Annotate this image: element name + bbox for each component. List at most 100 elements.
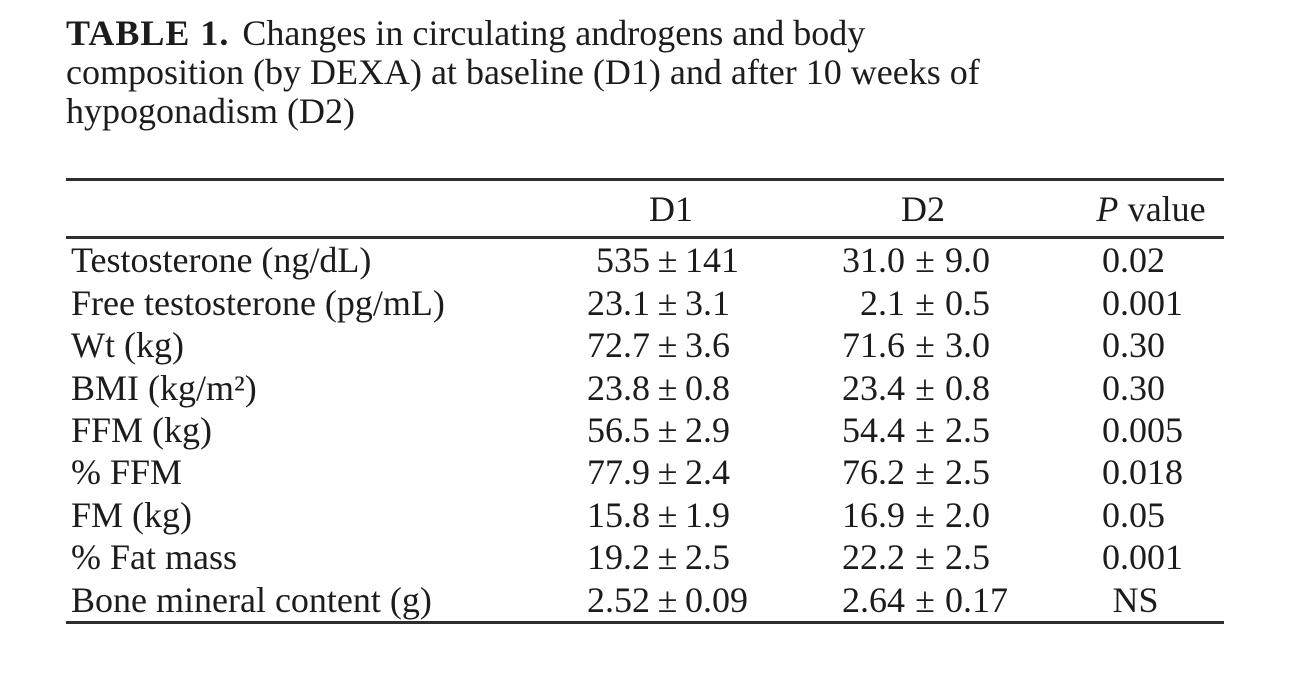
d2-cell: 2.1 ± 0.5 <box>756 282 1011 324</box>
top-rule <box>66 178 1224 181</box>
d2-mean: 22.2 <box>842 537 905 578</box>
d2-sd: 0.17 <box>945 579 1008 620</box>
row-label: Testosterone (ng/dL) <box>71 240 372 281</box>
d2-mean: 2.1 <box>860 282 905 323</box>
p-value-word: value <box>1127 188 1206 229</box>
d1-mean: 56.5 <box>587 409 650 450</box>
d2-sd: 3.0 <box>945 325 990 366</box>
row-label: Bone mineral content (g) <box>71 579 432 620</box>
d1-cell: 23.8 ± 0.8 <box>506 367 756 409</box>
d2-cell: 16.9 ± 2.0 <box>756 494 1011 536</box>
row-label: FFM (kg) <box>71 409 213 450</box>
plus-minus-symbol: ± <box>915 579 935 620</box>
plus-minus-symbol: ± <box>915 325 935 366</box>
d1-cell: 535 ± 141 <box>506 239 756 281</box>
table-row: Wt (kg) 72.7 ± 3.6 71.6 ± 3.0 0.30 <box>66 324 1224 366</box>
d2-mean: 23.4 <box>842 367 905 408</box>
d2-sd: 2.5 <box>945 409 990 450</box>
plus-minus-symbol: ± <box>915 240 935 281</box>
d2-cell: 23.4 ± 0.8 <box>756 367 1011 409</box>
d2-mean: 71.6 <box>842 325 905 366</box>
plus-minus-symbol: ± <box>657 579 678 620</box>
plus-minus-symbol: ± <box>915 409 935 450</box>
plus-minus-symbol: ± <box>915 367 935 408</box>
table-body: Testosterone (ng/dL) 535 ± 141 31.0 ± 9.… <box>66 239 1224 621</box>
plus-minus-symbol: ± <box>657 367 678 408</box>
d1-sd: 3.1 <box>685 282 730 323</box>
row-label: % Fat mass <box>71 537 237 578</box>
bottom-rule <box>66 621 1224 624</box>
d1-sd: 2.5 <box>685 537 730 578</box>
table-row: FFM (kg) 56.5 ± 2.9 54.4 ± 2.5 0.005 <box>66 409 1224 451</box>
d2-sd: 2.5 <box>945 537 990 578</box>
d2-cell: 71.6 ± 3.0 <box>756 324 1011 366</box>
d1-sd: 3.6 <box>685 325 730 366</box>
d2-cell: 22.2 ± 2.5 <box>756 536 1011 578</box>
plus-minus-symbol: ± <box>657 282 678 323</box>
d2-mean: 76.2 <box>842 452 905 493</box>
d1-mean: 72.7 <box>587 325 650 366</box>
plus-minus-symbol: ± <box>915 282 935 323</box>
d1-mean: 23.1 <box>587 282 650 323</box>
plus-minus-symbol: ± <box>915 452 935 493</box>
d2-mean: 54.4 <box>842 409 905 450</box>
plus-minus-symbol: ± <box>657 452 678 493</box>
d2-mean: 2.64 <box>842 579 905 620</box>
row-label: % FFM <box>71 452 183 493</box>
d2-sd: 2.0 <box>945 494 990 535</box>
table-row: Bone mineral content (g) 2.52 ± 0.09 2.6… <box>66 579 1224 621</box>
plus-minus-symbol: ± <box>915 494 935 535</box>
row-label: FM (kg) <box>71 494 193 535</box>
d2-mean: 31.0 <box>842 240 905 281</box>
d1-cell: 15.8 ± 1.9 <box>506 494 756 536</box>
column-header-d1: D1 <box>649 188 693 229</box>
p-symbol: P <box>1096 188 1119 229</box>
d1-mean: 19.2 <box>587 537 650 578</box>
plus-minus-symbol: ± <box>657 240 678 281</box>
d2-cell: 2.64 ± 0.17 <box>756 579 1011 621</box>
plus-minus-symbol: ± <box>657 325 678 366</box>
table-row: % FFM 77.9 ± 2.4 76.2 ± 2.5 0.018 <box>66 451 1224 493</box>
row-label: Wt (kg) <box>71 325 184 366</box>
d2-sd: 0.8 <box>945 367 990 408</box>
d2-sd: 0.5 <box>945 282 990 323</box>
table-row: Testosterone (ng/dL) 535 ± 141 31.0 ± 9.… <box>66 239 1224 281</box>
d1-mean: 15.8 <box>587 494 650 535</box>
p-value-cell: 0.05 <box>1102 494 1165 535</box>
d1-mean: 77.9 <box>587 452 650 493</box>
p-value-cell: 0.018 <box>1102 452 1183 493</box>
table-row: BMI (kg/m²) 23.8 ± 0.8 23.4 ± 0.8 0.30 <box>66 366 1224 408</box>
d2-mean: 16.9 <box>842 494 905 535</box>
table-caption: TABLE 1. Changes in circulating androgens… <box>66 14 1236 131</box>
d1-sd: 141 <box>685 240 739 281</box>
caption-line-1: TABLE 1. Changes in circulating androgens… <box>66 14 1236 53</box>
d1-mean: 2.52 <box>587 579 650 620</box>
mid-rule <box>66 236 1224 239</box>
caption-text-1: Changes in circulating androgens and bod… <box>242 13 866 53</box>
d1-sd: 0.8 <box>685 367 730 408</box>
d1-sd: 2.4 <box>685 452 730 493</box>
caption-line-3: hypogonadism (D2) <box>66 91 355 131</box>
d1-cell: 19.2 ± 2.5 <box>506 536 756 578</box>
p-value-cell: 0.30 <box>1102 367 1165 408</box>
p-value-cell: 0.001 <box>1102 537 1183 578</box>
table-row: FM (kg) 15.8 ± 1.9 16.9 ± 2.0 0.05 <box>66 494 1224 536</box>
d1-sd: 2.9 <box>685 409 730 450</box>
p-value-cell: NS <box>1112 579 1159 620</box>
d2-cell: 31.0 ± 9.0 <box>756 239 1011 281</box>
p-value-cell: 0.001 <box>1102 282 1183 323</box>
d1-mean: 23.8 <box>587 367 650 408</box>
d2-sd: 2.5 <box>945 452 990 493</box>
table-number-label: TABLE 1. <box>66 13 230 53</box>
d1-cell: 77.9 ± 2.4 <box>506 451 756 493</box>
plus-minus-symbol: ± <box>657 494 678 535</box>
d1-sd: 1.9 <box>685 494 730 535</box>
caption-line-2: composition (by DEXA) at baseline (D1) a… <box>66 52 980 92</box>
table-row: % Fat mass 19.2 ± 2.5 22.2 ± 2.5 0.001 <box>66 536 1224 578</box>
d1-cell: 23.1 ± 3.1 <box>506 282 756 324</box>
d2-sd: 9.0 <box>945 240 990 281</box>
plus-minus-symbol: ± <box>915 537 935 578</box>
plus-minus-symbol: ± <box>657 409 678 450</box>
